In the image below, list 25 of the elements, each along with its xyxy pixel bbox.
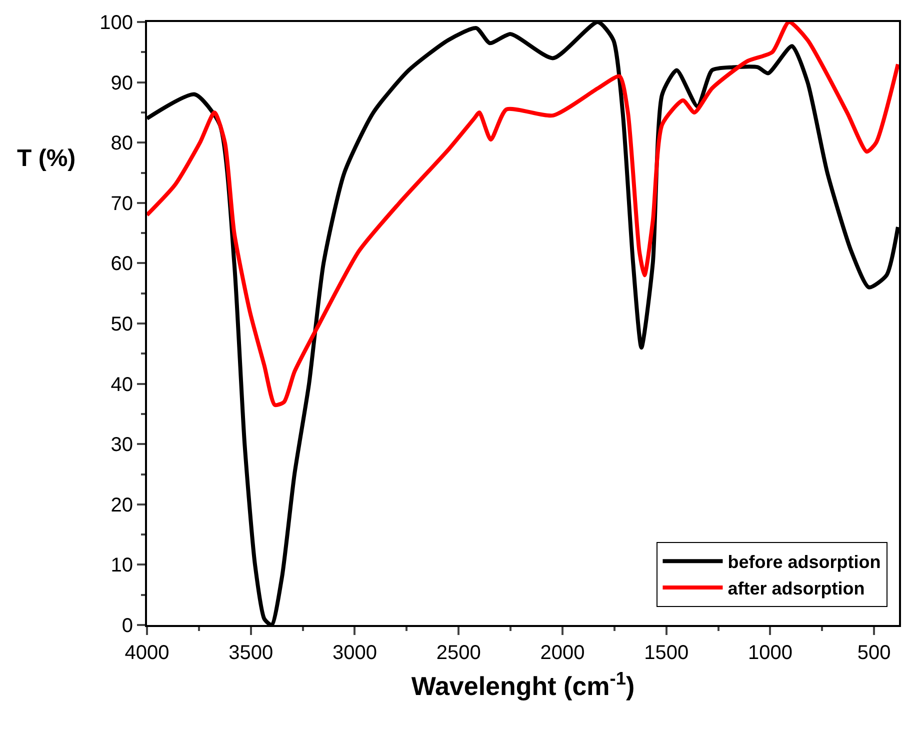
- line-series: [147, 22, 899, 407]
- legend-label: before adsorption: [728, 552, 881, 572]
- y-tick-label: 20: [110, 494, 133, 516]
- y-tick-label: 60: [110, 253, 133, 276]
- y-tick-label: 50: [110, 314, 133, 336]
- y-tick-label: 80: [110, 132, 133, 155]
- y-tick-label: 100: [100, 12, 133, 34]
- x-tick-label: 1000: [748, 642, 792, 664]
- x-tick-label: 3000: [332, 642, 377, 664]
- y-tick-label: 0: [122, 615, 133, 637]
- x-tick-label: 4000: [124, 642, 170, 664]
- x-tick-label: 1500: [644, 642, 689, 664]
- y-tick-label: 10: [110, 554, 133, 577]
- x-axis-title: Wavelenght (cm$^{-1}$): [411, 668, 635, 702]
- y-axis-title: T (%): [17, 145, 76, 172]
- y-tick-label: 90: [110, 72, 133, 94]
- y-tick-label: 70: [110, 192, 133, 215]
- x-tick-label: 3500: [228, 642, 274, 664]
- y-tick-label: 30: [110, 434, 133, 456]
- line-series: [147, 22, 899, 625]
- legend-label: after adsorption: [728, 578, 865, 599]
- y-tick-label: 40: [110, 374, 133, 396]
- x-tick-label: 2000: [540, 642, 585, 664]
- x-tick-label: 500: [857, 642, 891, 664]
- x-tick-label: 2500: [436, 642, 481, 664]
